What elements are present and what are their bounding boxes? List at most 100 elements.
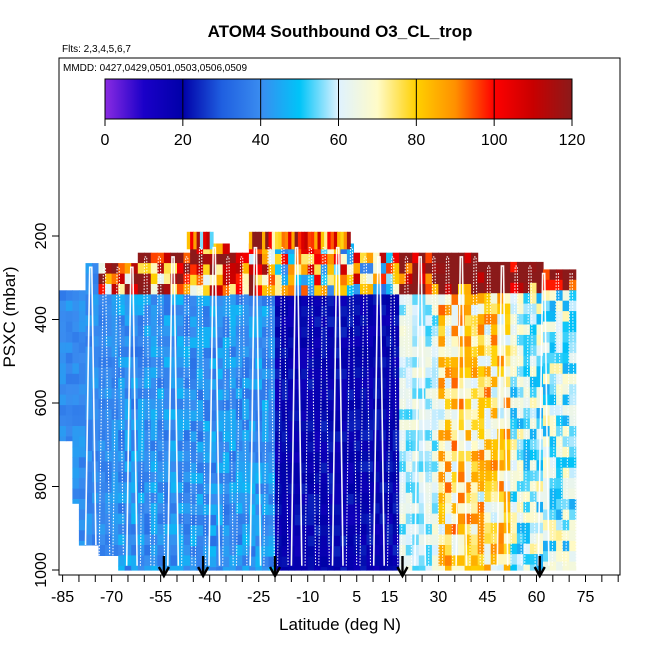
heatmap-cell (216, 504, 224, 516)
heatmap-cell (222, 494, 230, 505)
heatmap-cell (111, 471, 119, 483)
heatmap-cell (438, 325, 446, 337)
heatmap-cell (281, 452, 289, 464)
heatmap-cell (229, 388, 237, 400)
heatmap-cell (72, 488, 80, 500)
heatmap-cell (170, 461, 178, 473)
heatmap-cell (562, 509, 570, 521)
heatmap-cell (78, 530, 86, 542)
heatmap-cell (170, 482, 178, 494)
heatmap-cell (497, 460, 505, 472)
heatmap-cell (144, 534, 152, 546)
heatmap-cell (529, 491, 537, 503)
heatmap-cell (333, 431, 341, 443)
heatmap-cell (399, 503, 407, 515)
heatmap-cell (327, 231, 332, 250)
heatmap-cell (327, 285, 335, 297)
heatmap-cell (425, 294, 433, 306)
heatmap-cell (464, 325, 472, 337)
heatmap-cell (105, 409, 113, 421)
heatmap-cell (386, 273, 394, 285)
heatmap-cell (59, 426, 67, 437)
heatmap-cell (399, 336, 407, 348)
heatmap-cell (163, 398, 171, 410)
heatmap-cell (242, 284, 250, 295)
heatmap-cell (333, 327, 341, 338)
heatmap-cell (490, 501, 498, 513)
heatmap-cell (229, 503, 237, 515)
heatmap-cell (268, 306, 276, 318)
heatmap-cell (98, 388, 106, 400)
heatmap-cell (529, 334, 537, 346)
heatmap-cell (150, 555, 158, 567)
x-tick-label: -55 (149, 589, 172, 606)
heatmap-cell (281, 546, 289, 558)
heatmap-cell (425, 398, 433, 410)
heatmap-cell (536, 261, 544, 273)
heatmap-cell (340, 389, 348, 401)
heatmap-cell (190, 494, 198, 505)
heatmap-cell (458, 294, 466, 306)
heatmap-cell (242, 440, 250, 452)
heatmap-cell (543, 457, 551, 469)
heatmap-cell (314, 254, 322, 265)
heatmap-cell (445, 377, 453, 389)
heatmap-cell (366, 367, 374, 379)
colorbar-tick-label: 100 (481, 132, 508, 149)
heatmap-cell (418, 252, 426, 264)
heatmap-cell (425, 273, 433, 285)
heatmap-cell (118, 367, 126, 379)
heatmap-cell (418, 273, 426, 285)
heatmap-cell (562, 384, 570, 396)
heatmap-cell (190, 264, 198, 276)
heatmap-cell (327, 327, 335, 338)
heatmap-cell (503, 376, 511, 388)
heatmap-cell (98, 398, 106, 410)
heatmap-cell (327, 400, 335, 412)
heatmap-cell (203, 525, 211, 537)
heatmap-cell (346, 452, 354, 464)
flight-profile (222, 256, 234, 566)
heatmap-cell (556, 519, 564, 531)
heatmap-cell (451, 419, 459, 431)
heatmap-cell (144, 252, 152, 264)
heatmap-cell (177, 482, 185, 494)
heatmap-cell (516, 376, 524, 388)
heatmap-cell (516, 397, 524, 409)
heatmap-cell (451, 461, 459, 473)
heatmap-cell (445, 284, 453, 295)
heatmap-cell (92, 273, 100, 285)
heatmap-cell (412, 294, 420, 306)
heatmap-cell (471, 325, 479, 337)
heatmap-cell (105, 524, 113, 536)
heatmap-cell (72, 311, 80, 323)
heatmap-cell (222, 483, 230, 495)
heatmap-cell (144, 440, 152, 452)
heatmap-cell (78, 509, 86, 521)
heatmap-cell (556, 342, 564, 354)
flight-profile (400, 256, 413, 566)
heatmap-cell (294, 231, 299, 250)
heatmap-cell (248, 567, 256, 571)
heatmap-cell (196, 285, 204, 297)
heatmap-cell (529, 293, 537, 305)
heatmap-cell (379, 336, 387, 348)
heatmap-cell (301, 567, 309, 571)
heatmap-cell (98, 524, 106, 536)
heatmap-cell (366, 503, 374, 515)
heatmap-cell (248, 295, 256, 307)
heatmap-cell (516, 314, 524, 326)
heatmap-cell (405, 545, 413, 556)
heatmap-cell (248, 535, 256, 547)
heatmap-cell (190, 337, 198, 349)
heatmap-cell (92, 315, 100, 327)
heatmap-cell (471, 471, 479, 483)
heatmap-cell (484, 355, 492, 367)
heatmap-cell (386, 419, 394, 431)
heatmap-cell (281, 473, 289, 485)
heatmap-cell (196, 514, 204, 526)
heatmap-cell (144, 461, 152, 473)
x-tick-label: -70 (100, 589, 123, 606)
heatmap-cell (111, 273, 119, 285)
heatmap-cell (353, 315, 361, 327)
